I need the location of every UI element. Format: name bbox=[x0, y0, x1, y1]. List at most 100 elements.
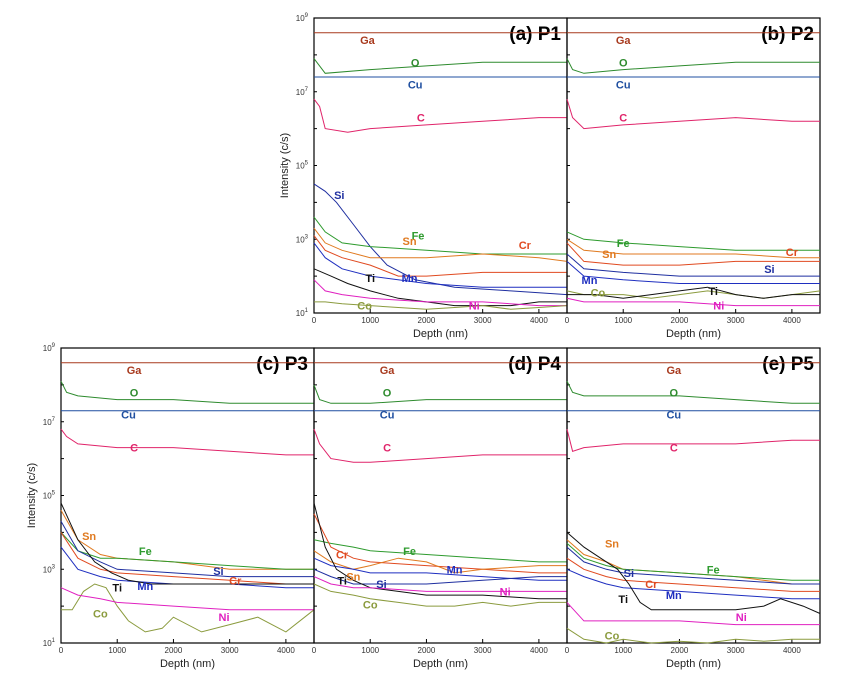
series-line-ni bbox=[60, 587, 314, 611]
series-label-ni: Ni bbox=[219, 612, 230, 624]
series-label-sn: Sn bbox=[403, 236, 417, 248]
series-label-ga: Ga bbox=[380, 365, 396, 377]
series-line-ni bbox=[313, 279, 567, 307]
series-line-fe bbox=[313, 539, 567, 563]
x-tick-label: 2000 bbox=[165, 646, 183, 655]
series-line-sn bbox=[313, 227, 568, 262]
x-tick-label: 4000 bbox=[783, 316, 801, 325]
series-label-o: O bbox=[383, 387, 392, 399]
series-line-cr bbox=[566, 242, 820, 266]
panel-title: (a) P1 bbox=[509, 24, 561, 45]
series-line-cr bbox=[313, 235, 567, 277]
series-label-mn: Mn bbox=[137, 581, 153, 593]
series-line-mn bbox=[566, 261, 820, 284]
series-label-ti: Ti bbox=[708, 286, 718, 298]
series-line-o bbox=[566, 380, 820, 404]
series-line-mn bbox=[313, 242, 567, 288]
series-label-co: Co bbox=[363, 599, 378, 611]
series-label-sn: Sn bbox=[602, 249, 616, 261]
chart-panel-4: 0 1000 2000 3000 4000 Depth (nm) (d) P4 Ga O Cu C F… bbox=[312, 347, 568, 670]
x-tick-label: 2000 bbox=[418, 646, 436, 655]
x-tick-label: 3000 bbox=[474, 316, 492, 325]
series-label-cr: Cr bbox=[786, 247, 799, 259]
series-label-ga: Ga bbox=[616, 35, 632, 47]
x-tick-label: 1000 bbox=[614, 316, 632, 325]
x-axis-title: Depth (nm) bbox=[413, 658, 468, 670]
series-label-cu: Cu bbox=[380, 409, 395, 421]
x-tick-label: 4000 bbox=[530, 316, 548, 325]
x-tick-label: 1000 bbox=[361, 316, 379, 325]
x-tick-label: 0 bbox=[565, 316, 570, 325]
x-tick-label: 3000 bbox=[727, 316, 745, 325]
series-line-c bbox=[313, 98, 567, 133]
series-label-fe: Fe bbox=[617, 238, 630, 250]
series-line-co bbox=[61, 583, 315, 633]
series-label-ti: Ti bbox=[112, 583, 122, 595]
x-axis-title: Depth (nm) bbox=[413, 328, 468, 340]
series-label-ni: Ni bbox=[736, 612, 747, 624]
series-line-fe bbox=[60, 532, 314, 570]
y-tick-label: 109 bbox=[296, 13, 309, 23]
x-tick-label: 1000 bbox=[361, 646, 379, 655]
series-label-si: Si bbox=[624, 568, 634, 580]
y-tick-label: 107 bbox=[43, 417, 56, 427]
series-label-ni: Ni bbox=[469, 301, 480, 313]
series-line-co bbox=[566, 627, 820, 644]
series-label-sn: Sn bbox=[605, 538, 619, 550]
series-label-cr: Cr bbox=[336, 550, 349, 562]
panel-title: (e) P5 bbox=[762, 354, 814, 375]
series-label-c: C bbox=[417, 113, 425, 125]
y-tick-label: 107 bbox=[296, 87, 309, 97]
series-label-ti: Ti bbox=[618, 594, 628, 606]
series-label-cr: Cr bbox=[229, 575, 242, 587]
x-tick-label: 0 bbox=[565, 646, 570, 655]
series-label-ga: Ga bbox=[127, 365, 143, 377]
x-tick-label: 2000 bbox=[418, 316, 436, 325]
series-line-sn bbox=[60, 510, 314, 570]
y-tick-label: 101 bbox=[296, 308, 309, 318]
series-line-co bbox=[314, 301, 568, 310]
series-line-si bbox=[313, 568, 567, 585]
series-label-sn: Sn bbox=[346, 572, 360, 584]
series-line-o bbox=[566, 58, 820, 74]
series-line-ni bbox=[313, 576, 567, 592]
series-label-mn: Mn bbox=[402, 273, 418, 285]
series-label-o: O bbox=[670, 387, 679, 399]
y-tick-label: 103 bbox=[43, 564, 56, 574]
series-line-o bbox=[313, 384, 567, 404]
series-label-c: C bbox=[130, 443, 138, 455]
series-label-o: O bbox=[411, 57, 420, 69]
x-axis-title: Depth (nm) bbox=[160, 658, 215, 670]
series-label-fe: Fe bbox=[139, 546, 152, 558]
series-line-fe bbox=[313, 216, 567, 255]
series-label-ga: Ga bbox=[666, 365, 682, 377]
series-line-fe bbox=[566, 543, 820, 581]
series-line-ti bbox=[60, 502, 314, 585]
x-tick-label: 4000 bbox=[277, 646, 295, 655]
series-line-ni bbox=[566, 602, 820, 626]
series-line-si bbox=[313, 183, 568, 296]
x-tick-label: 4000 bbox=[783, 646, 801, 655]
y-axis-title: Intensity (c/s) bbox=[279, 133, 291, 198]
x-tick-label: 0 bbox=[59, 646, 64, 655]
series-line-o bbox=[313, 58, 567, 74]
series-label-fe: Fe bbox=[412, 231, 425, 243]
series-label-cu: Cu bbox=[121, 409, 136, 421]
series-line-sn bbox=[566, 238, 820, 259]
chart-panel-3: 0 1000 2000 3000 4000 101 103 105 107 109 Depth (n… bbox=[26, 343, 315, 670]
series-label-cu: Cu bbox=[616, 79, 631, 91]
series-line-ti bbox=[313, 502, 567, 600]
x-tick-label: 3000 bbox=[474, 646, 492, 655]
series-line-mn bbox=[566, 568, 820, 600]
plot-frame bbox=[313, 347, 568, 644]
series-line-si bbox=[566, 546, 820, 585]
series-label-si: Si bbox=[334, 190, 344, 202]
series-label-c: C bbox=[383, 443, 391, 455]
series-label-mn: Mn bbox=[582, 275, 598, 287]
series-line-o bbox=[60, 380, 314, 404]
panel-title: (c) P3 bbox=[256, 354, 308, 375]
x-tick-label: 2000 bbox=[671, 646, 689, 655]
series-label-mn: Mn bbox=[447, 564, 463, 576]
series-label-co: Co bbox=[357, 301, 372, 313]
